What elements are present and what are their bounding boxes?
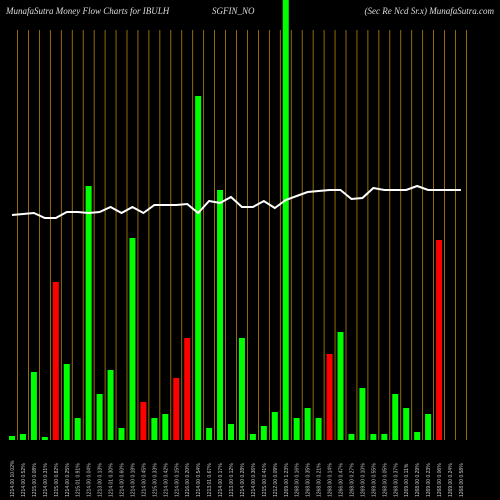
x-tick-label: 1268.00 0.14%	[328, 463, 334, 497]
x-tick-label: 1215.00 0.33%	[152, 463, 158, 497]
x-tick-label: 1268.00 0.37%	[393, 463, 399, 497]
x-tick-label: 1269.00 0.10%	[360, 463, 366, 497]
bar	[436, 240, 443, 440]
x-tick-label: 1213.00 0.13%	[98, 463, 104, 497]
bar	[140, 402, 147, 440]
bar	[206, 428, 213, 440]
x-tick-label: 1214.00 0.45%	[141, 463, 147, 497]
bar	[184, 338, 191, 440]
bar	[348, 434, 355, 440]
bar	[337, 332, 344, 440]
bar	[326, 354, 333, 440]
x-tick-label: 1268.00 0.06%	[437, 463, 443, 497]
chart-title: (Sec Re Ncd Sr.x) MunafaSutra.com	[365, 6, 495, 16]
bar	[249, 434, 256, 440]
x-tick-label: 1213.01 0.67%	[207, 463, 213, 497]
x-tick-label: 1269.00 0.23%	[426, 463, 432, 497]
bar	[118, 428, 125, 440]
bar	[392, 394, 399, 440]
bar	[315, 418, 322, 440]
x-tick-label: 1213.00 0.12%	[229, 463, 235, 497]
x-tick-label: 1214.00 0.04%	[87, 463, 93, 497]
bar	[425, 414, 432, 440]
x-tick-label: 1268.00 0.16%	[295, 463, 301, 497]
bar	[238, 338, 245, 440]
x-tick-label: 1214.01 0.30%	[109, 463, 115, 497]
x-tick-label: 1268.00 0.05%	[382, 463, 388, 497]
x-tick-label: 1215.00 0.08%	[32, 463, 38, 497]
bar	[96, 394, 103, 440]
x-tick-label: 1269.00 0.24%	[448, 463, 454, 497]
bar	[30, 372, 37, 440]
x-tick-label: 1214.00 0.25%	[65, 463, 71, 497]
x-tick-label: 1268.00 0.29%	[415, 463, 421, 497]
x-tick-label: 1214.00 10.02%	[10, 460, 16, 497]
x-tick-label: 1214.00 0.17%	[218, 463, 224, 497]
x-tick-label: 1269.00 1.23%	[284, 463, 290, 497]
bar	[370, 434, 377, 440]
bar	[63, 364, 70, 440]
bar	[195, 96, 202, 440]
x-tick-label: 1214.00 0.52%	[21, 463, 27, 497]
bar	[293, 418, 300, 440]
x-tick-label: 1214.00 0.54%	[196, 463, 202, 497]
bar	[260, 426, 267, 440]
bar	[52, 282, 59, 440]
bar	[359, 388, 366, 440]
bar	[41, 437, 48, 440]
x-tick-label: 1268.00 0.21%	[317, 463, 323, 497]
bar	[129, 238, 136, 440]
money-flow-line	[11, 184, 461, 219]
bar	[107, 370, 114, 440]
x-tick-label: 1215.00 0.41%	[262, 463, 268, 497]
x-tick-label: 1214.00 0.60%	[120, 463, 126, 497]
x-tick-label: 1214.00 0.28%	[240, 463, 246, 497]
bar	[151, 418, 158, 440]
x-tick-label: 1266.00 0.47%	[339, 463, 345, 497]
bar	[173, 378, 180, 440]
x-tick-label: 1215.01 0.91%	[76, 463, 82, 497]
bar	[162, 414, 169, 440]
x-tick-label: 1212.00 0.09%	[273, 463, 279, 497]
x-tick-label: 1214.00 0.31%	[43, 463, 49, 497]
x-tick-label: 1268.00 0.35%	[306, 463, 312, 497]
x-tick-label: 1214.00 0.36%	[251, 463, 257, 497]
x-tick-label: 1269.00 0.55%	[371, 463, 377, 497]
chart-title: SGFIN_NO	[212, 6, 255, 16]
bar	[9, 436, 15, 440]
x-tick-label: 1216.00 0.20%	[185, 463, 191, 497]
bar	[403, 408, 410, 440]
x-tick-label: 1268.00 0.27%	[349, 463, 355, 497]
bar	[282, 0, 289, 440]
bar	[19, 434, 26, 440]
x-tick-label: 1215.00 0.82%	[54, 463, 60, 497]
bar	[271, 412, 278, 440]
x-tick-label: 1214.00 0.42%	[163, 463, 169, 497]
bar	[228, 424, 234, 440]
bar	[217, 190, 224, 440]
bar	[74, 418, 81, 440]
x-tick-label: 1214.00 0.15%	[174, 463, 180, 497]
bar	[304, 408, 311, 440]
x-tick-label: 1268.00 0.58%	[459, 463, 465, 497]
bar	[381, 434, 388, 440]
bar	[414, 432, 421, 440]
bar	[85, 186, 92, 440]
x-tick-label: 1269.00 0.11%	[404, 463, 410, 497]
chart-title: MunafaSutra Money Flow Charts for IBULH	[5, 6, 170, 16]
x-tick-label: 1214.00 0.18%	[130, 463, 136, 497]
